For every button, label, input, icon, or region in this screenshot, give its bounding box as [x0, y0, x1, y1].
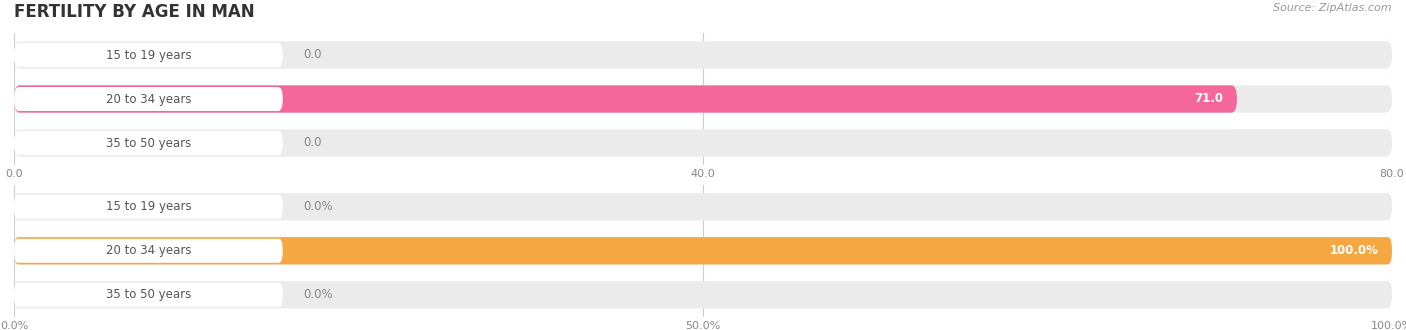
- Text: Source: ZipAtlas.com: Source: ZipAtlas.com: [1274, 3, 1392, 13]
- FancyBboxPatch shape: [14, 43, 283, 67]
- FancyBboxPatch shape: [14, 283, 283, 307]
- FancyBboxPatch shape: [14, 131, 283, 155]
- FancyBboxPatch shape: [14, 239, 283, 263]
- Text: 0.0: 0.0: [304, 137, 322, 149]
- Text: 0.0%: 0.0%: [304, 288, 333, 301]
- Text: 15 to 19 years: 15 to 19 years: [105, 49, 191, 61]
- FancyBboxPatch shape: [14, 281, 1392, 309]
- Text: 15 to 19 years: 15 to 19 years: [105, 200, 191, 213]
- Text: 100.0%: 100.0%: [1329, 244, 1378, 257]
- Text: 0.0: 0.0: [304, 49, 322, 61]
- Text: 35 to 50 years: 35 to 50 years: [105, 137, 191, 149]
- Text: 71.0: 71.0: [1194, 92, 1223, 106]
- FancyBboxPatch shape: [14, 237, 1392, 264]
- FancyBboxPatch shape: [14, 193, 1392, 220]
- Text: 0.0%: 0.0%: [304, 200, 333, 213]
- FancyBboxPatch shape: [14, 237, 1392, 264]
- FancyBboxPatch shape: [14, 41, 1392, 69]
- FancyBboxPatch shape: [14, 85, 1392, 113]
- FancyBboxPatch shape: [14, 129, 1392, 157]
- FancyBboxPatch shape: [14, 85, 1237, 113]
- Text: 35 to 50 years: 35 to 50 years: [105, 288, 191, 301]
- FancyBboxPatch shape: [14, 87, 283, 111]
- Text: 20 to 34 years: 20 to 34 years: [105, 92, 191, 106]
- FancyBboxPatch shape: [14, 195, 283, 219]
- Text: 20 to 34 years: 20 to 34 years: [105, 244, 191, 257]
- Text: FERTILITY BY AGE IN MAN: FERTILITY BY AGE IN MAN: [14, 3, 254, 21]
